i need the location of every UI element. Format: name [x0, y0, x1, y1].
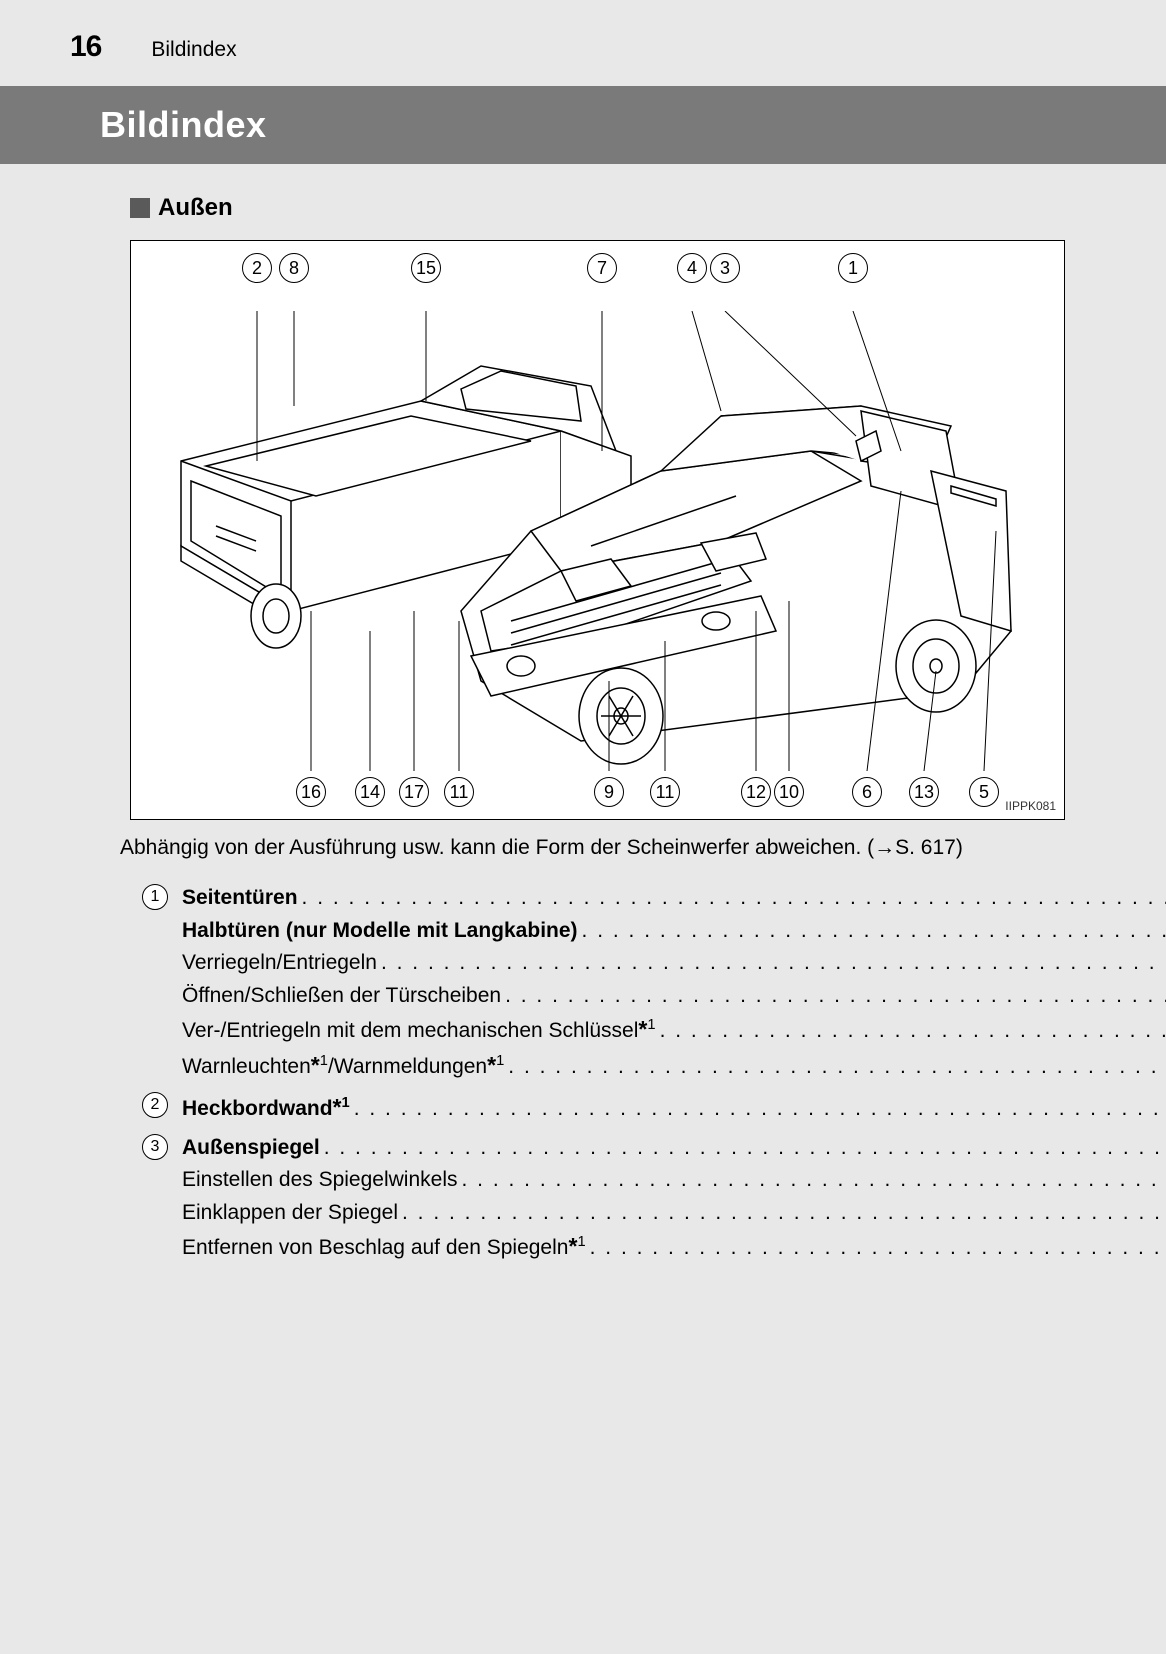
index-label: Einklappen der Spiegel — [182, 1197, 398, 1230]
callout-4: 4 — [677, 253, 707, 283]
callout-6: 6 — [852, 777, 882, 807]
leader-dots — [458, 1164, 1166, 1197]
index-lines: AußenspiegelS. 244Einstellen des Spiegel… — [182, 1132, 1166, 1265]
leader-dots — [504, 1051, 1166, 1084]
index-line: Einstellen des SpiegelwinkelsS. 244 — [182, 1164, 1166, 1197]
callout-1: 1 — [838, 253, 868, 283]
index-label: Warnleuchten*1/Warnmeldungen*1 — [182, 1048, 504, 1084]
truck-illustration — [161, 311, 1031, 771]
index-line: AußenspiegelS. 244 — [182, 1132, 1166, 1165]
index-line: Verriegeln/EntriegelnS. 188 — [182, 947, 1166, 980]
index-lines: SeitentürenS. 188Halbtüren (nur Modelle … — [182, 882, 1166, 1084]
title-bar: Bildindex — [0, 86, 1166, 164]
index-group-3: 3AußenspiegelS. 244Einstellen des Spiege… — [142, 1132, 1066, 1265]
leader-dots — [586, 1232, 1166, 1265]
index-line: Ver-/Entriegeln mit dem mechanischen Sch… — [182, 1012, 1166, 1048]
index-line: Öffnen/Schließen der TürscheibenS. 247 — [182, 980, 1166, 1013]
page: 16 Bildindex Bildindex Außen 28157431 16… — [0, 0, 1166, 1654]
callout-14: 14 — [355, 777, 385, 807]
index-num-1: 1 — [142, 884, 168, 910]
section-heading: Außen — [130, 194, 1066, 222]
callout-3: 3 — [710, 253, 740, 283]
index-label: Außenspiegel — [182, 1132, 320, 1165]
vehicle-diagram: 28 15 7 43 1 16 14 17 11 9 11 1210 6 13 5 — [130, 240, 1065, 820]
image-code: IIPPK081 — [1005, 799, 1056, 813]
section-label: Außen — [158, 194, 233, 222]
leader-dots — [501, 980, 1166, 1013]
index-group-2: 2Heckbordwand*1S. 195 — [142, 1090, 1066, 1126]
callout-17: 17 — [399, 777, 429, 807]
callout-16: 16 — [296, 777, 326, 807]
index-line: Warnleuchten*1/Warnmeldungen*1S. 190, 64… — [182, 1048, 1166, 1084]
callout-2: 2 — [242, 253, 272, 283]
callout-5: 5 — [969, 777, 999, 807]
index-line: Einklappen der SpiegelS. 245 — [182, 1197, 1166, 1230]
index-label: Halbtüren (nur Modelle mit Langkabine) — [182, 915, 578, 948]
callout-15: 15 — [411, 253, 441, 283]
section-bullet-icon — [130, 198, 150, 218]
index-label: Einstellen des Spiegelwinkels — [182, 1164, 458, 1197]
index-label: Verriegeln/Entriegeln — [182, 947, 377, 980]
callout-7: 7 — [587, 253, 617, 283]
page-header: 16 Bildindex — [0, 30, 1166, 64]
callout-9: 9 — [594, 777, 624, 807]
header-label: Bildindex — [151, 38, 236, 62]
leader-dots — [320, 1132, 1166, 1165]
index-num-2: 2 — [142, 1092, 168, 1118]
callout-11: 11 — [444, 777, 474, 807]
leader-dots — [350, 1093, 1166, 1126]
index-line: Halbtüren (nur Modelle mit Langkabine)S.… — [182, 915, 1166, 948]
index-line: Entfernen von Beschlag auf den Spiegeln*… — [182, 1229, 1166, 1265]
index-group-1: 1SeitentürenS. 188Halbtüren (nur Modelle… — [142, 882, 1066, 1084]
index-lines: Heckbordwand*1S. 195 — [182, 1090, 1166, 1126]
leader-dots — [578, 915, 1166, 948]
diagram-note: Abhängig von der Ausführung usw. kann di… — [120, 836, 1066, 860]
leader-dots — [398, 1197, 1166, 1230]
leader-dots — [377, 947, 1166, 980]
callout-13: 13 — [909, 777, 939, 807]
leader-dots — [298, 882, 1166, 915]
index-list: 1SeitentürenS. 188Halbtüren (nur Modelle… — [142, 882, 1066, 1265]
index-line: SeitentürenS. 188 — [182, 882, 1166, 915]
index-label: Entfernen von Beschlag auf den Spiegeln*… — [182, 1229, 586, 1265]
index-label: Öffnen/Schließen der Türscheiben — [182, 980, 501, 1013]
index-label: Seitentüren — [182, 882, 298, 915]
callout-10: 10 — [774, 777, 804, 807]
index-label: Ver-/Entriegeln mit dem mechanischen Sch… — [182, 1012, 656, 1048]
callout-11: 11 — [650, 777, 680, 807]
index-line: Heckbordwand*1S. 195 — [182, 1090, 1166, 1126]
callout-12: 12 — [741, 777, 771, 807]
leader-dots — [656, 1015, 1166, 1048]
content: Außen 28157431 1614171191112106135 — [0, 194, 1166, 1265]
callout-8: 8 — [279, 253, 309, 283]
index-label: Heckbordwand*1 — [182, 1090, 350, 1126]
page-number: 16 — [70, 30, 101, 64]
page-title: Bildindex — [100, 104, 267, 145]
index-num-3: 3 — [142, 1134, 168, 1160]
